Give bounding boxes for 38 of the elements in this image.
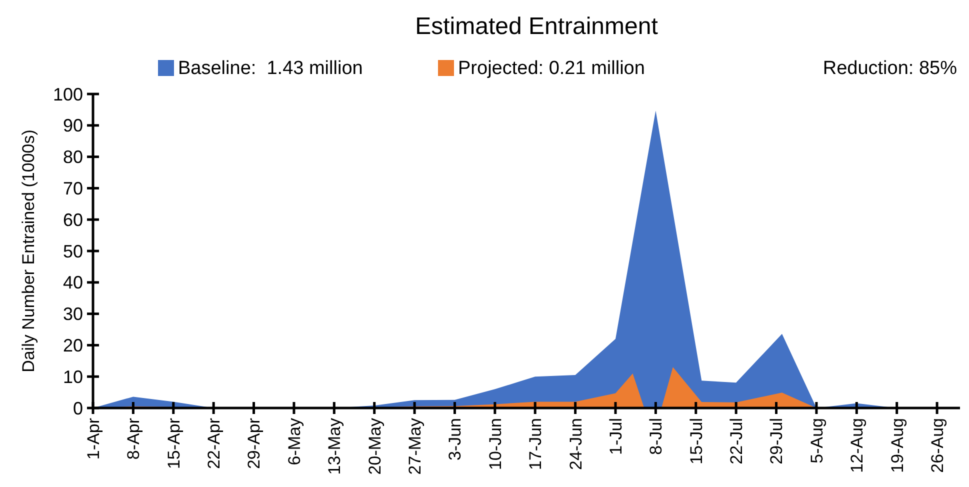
x-tick-label: 8-Apr <box>124 418 144 460</box>
y-tick-label: 40 <box>62 272 83 293</box>
y-tick-label: 10 <box>62 366 83 387</box>
x-tick-label: 22-Jul <box>727 418 746 464</box>
x-tick-label: 22-Apr <box>204 418 224 470</box>
x-tick-label: 1-Apr <box>84 418 103 460</box>
x-tick-label: 15-Jul <box>686 418 706 464</box>
y-tick-label: 20 <box>62 336 83 356</box>
chart-title: Estimated Entrainment <box>415 13 658 40</box>
x-tick-label: 24-Jun <box>566 418 586 470</box>
x-tick-label: 6-May <box>284 418 304 466</box>
legend-label: Projected: 0.21 million <box>458 58 645 79</box>
x-tick-label: 27-May <box>405 418 424 475</box>
y-tick-label: 0 <box>72 398 83 418</box>
y-tick-label: 100 <box>52 84 83 104</box>
text: Reduction: 85% <box>822 58 958 79</box>
x-tick-label: 1-Jul <box>606 418 626 455</box>
x-tick-label: 26-Aug <box>928 418 947 473</box>
x-tick-label: 20-May <box>365 418 384 475</box>
x-tick-label: 13-May <box>325 418 344 475</box>
x-tick-label: 5-Aug <box>807 418 826 464</box>
x-tick-label: 8-Jul <box>646 418 666 455</box>
x-tick-label: 3-Jun <box>446 418 465 461</box>
y-tick-label: 60 <box>62 210 83 230</box>
y-axis-title: Daily Number Entrained (1000s) <box>18 130 38 372</box>
y-tick-label: 90 <box>62 116 83 136</box>
x-tick-label: 19-Aug <box>888 418 907 473</box>
y-tick-label: 80 <box>62 147 83 168</box>
y-tick-label: 50 <box>62 241 83 262</box>
x-tick-label: 10-Jun <box>486 418 505 470</box>
legend-label: Baseline: 1.43 million <box>178 58 363 79</box>
y-tick-label: 30 <box>62 304 83 324</box>
x-tick-label: 12-Aug <box>848 418 867 473</box>
x-tick-label: 15-Apr <box>164 418 184 470</box>
y-tick-label: 70 <box>62 178 83 198</box>
x-tick-label: 29-Apr <box>244 418 264 470</box>
x-tick-label: 17-Jun <box>526 418 546 470</box>
x-tick-label: 29-Jul <box>767 418 786 464</box>
